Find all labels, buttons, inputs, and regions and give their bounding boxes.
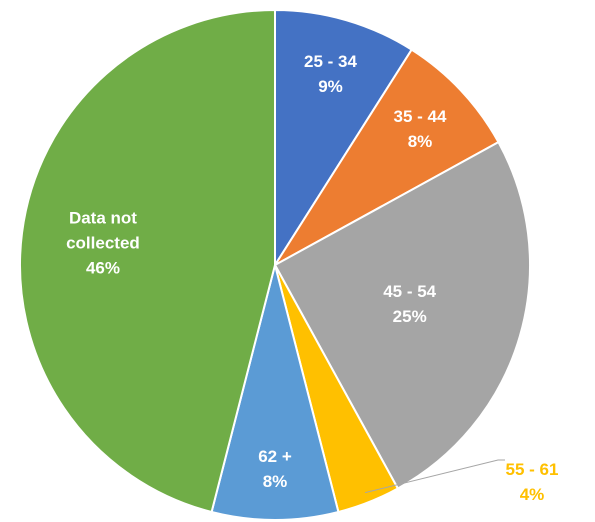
pie-slice <box>274 8 414 269</box>
data-label: Data not collected 46% <box>48 206 158 281</box>
data-label: 25 - 34 9% <box>275 49 385 99</box>
pie-slice <box>274 48 500 266</box>
data-label: 55 - 61 4% <box>477 457 587 507</box>
value-label: 46% <box>85 258 120 278</box>
category-label: 55 - 61 <box>505 460 559 479</box>
leader-line <box>364 459 505 494</box>
pie-slice <box>19 8 276 514</box>
category-label: 35 - 44 <box>393 106 447 126</box>
value-label: 9% <box>318 76 343 96</box>
data-label: 45 - 54 25% <box>355 279 465 329</box>
category-label: 25 - 34 <box>304 51 357 71</box>
value-label: 25% <box>392 307 427 327</box>
value-label: 8% <box>262 472 288 491</box>
value-label: 8% <box>407 131 433 151</box>
pie-slice <box>210 264 340 521</box>
category-label: Data not collected <box>66 208 140 253</box>
category-label: 62 + <box>258 447 292 466</box>
data-label: 35 - 44 8% <box>365 104 475 154</box>
pie-slice <box>273 140 531 490</box>
value-label: 4% <box>519 485 545 504</box>
data-label: 62 + 8% <box>220 444 330 494</box>
category-label: 45 - 54 <box>383 282 437 302</box>
